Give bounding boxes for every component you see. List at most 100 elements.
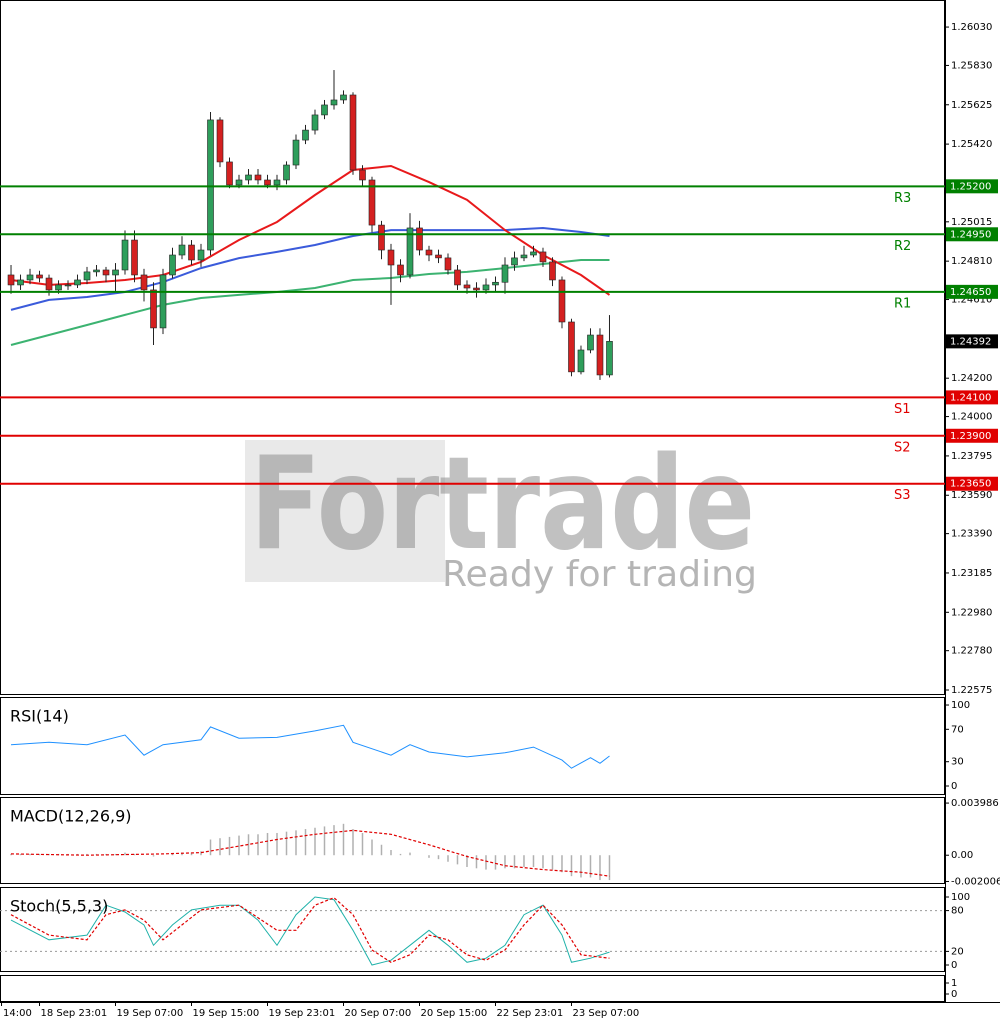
candle-body [302,129,309,141]
candle-body [169,254,176,276]
candle-body [511,257,518,266]
panel-title: RSI(14) [10,707,69,726]
x-tick-label: 20 Sep 15:00 [420,1008,487,1019]
level-label: 1.24650 [950,287,991,298]
candle-body [26,274,34,281]
y-tick-label: 30 [951,757,964,768]
candle-body [359,169,366,181]
level-name: S2 [894,440,911,455]
level-label: 1.24950 [950,229,991,240]
series-line [10,896,610,966]
y-tick-label: 1.22780 [951,646,992,657]
candle-body [273,179,281,186]
candle-body [406,227,414,276]
level-box [946,390,998,405]
level-label: 1.23900 [950,431,991,442]
level-box [946,227,998,242]
candle-body [159,274,167,329]
y-tick-label: -0.002006 [951,876,1000,887]
last-price-box [946,334,998,349]
x-tick-label: 14:00 [3,1008,32,1019]
candle-body [606,341,613,376]
candle-body [45,277,53,291]
candle-body [463,284,471,289]
candle-body [577,349,585,373]
y-tick-label: 20 [951,946,964,957]
y-tick-label: 1.26030 [951,22,992,33]
candle-body [558,279,566,323]
x-tick-label: 19 Sep 07:00 [117,1008,184,1019]
x-tick-label: 19 Sep 15:00 [193,1008,260,1019]
y-tick-label: 0 [951,781,957,792]
candle-body [330,99,338,106]
y-tick-label: 0 [951,960,957,971]
candle-body [102,269,110,276]
level-box [946,284,998,299]
candle-body [444,257,452,271]
candle-body [349,94,357,171]
series-line [10,259,610,346]
y-tick-label: 1.24000 [951,412,992,423]
candle-body [254,174,262,181]
series-line [10,164,611,296]
candle-body [454,269,461,286]
candle-body [216,119,224,163]
candle-body [131,239,138,276]
y-tick-label: 1.23390 [951,529,992,540]
level-name: R2 [894,239,911,254]
candle-body [197,249,205,261]
candle-body [340,94,347,101]
x-tick-label: 20 Sep 07:00 [344,1008,411,1019]
y-tick-label: 0.003986 [951,798,999,809]
candle-body [112,269,119,276]
candle-body [397,264,404,276]
candle-body [264,179,271,186]
x-tick-label: 19 Sep 23:01 [269,1008,336,1019]
y-tick-label: 100 [951,700,970,711]
y-tick-label: 1.25625 [951,100,992,111]
watermark-tagline: Ready for trading [442,554,757,595]
y-tick-label: 100 [951,892,970,903]
candle-body [235,179,243,186]
y-tick-label: 0.00 [951,850,973,861]
candle-body [226,161,233,186]
series-line [10,897,610,963]
logo-box [245,440,445,582]
candle-body [121,239,129,271]
y-tick-label: 1 [951,978,957,989]
candle-body [587,334,594,351]
candle-body [245,174,252,181]
y-tick-label: 0 [951,989,957,1000]
panel-frame [0,975,945,1002]
candle-body [17,279,24,286]
candle-body [473,287,480,291]
y-tick-label: 1.23185 [951,568,992,579]
level-label: 1.25200 [950,181,991,192]
panel-frame [0,0,945,695]
panel-title: MACD(12,26,9) [10,807,132,826]
level-label: 1.23650 [950,479,991,490]
y-tick-label: 1.25015 [951,217,992,228]
x-tick-label: 23 Sep 07:00 [572,1008,639,1019]
candle-body [188,244,195,261]
level-label: 1.24100 [950,392,991,403]
candle-body [387,249,395,266]
candle-body [311,114,319,131]
candle-body [207,119,214,251]
candle-body [283,164,290,181]
x-tick-label: 22 Sep 23:01 [496,1008,563,1019]
y-tick-label: 1.24810 [951,256,992,267]
candle-body [321,104,328,116]
level-box [946,428,998,443]
watermark-brand: Fortrade [250,430,755,579]
candle-body [36,274,43,279]
candle-body [83,271,91,281]
candle-body [482,284,490,291]
y-tick-label: 1.22980 [951,607,992,618]
level-box [946,179,998,194]
y-tick-label: 1.23590 [951,490,992,501]
last-price-label: 1.24392 [950,336,991,347]
candle-body [378,224,385,251]
